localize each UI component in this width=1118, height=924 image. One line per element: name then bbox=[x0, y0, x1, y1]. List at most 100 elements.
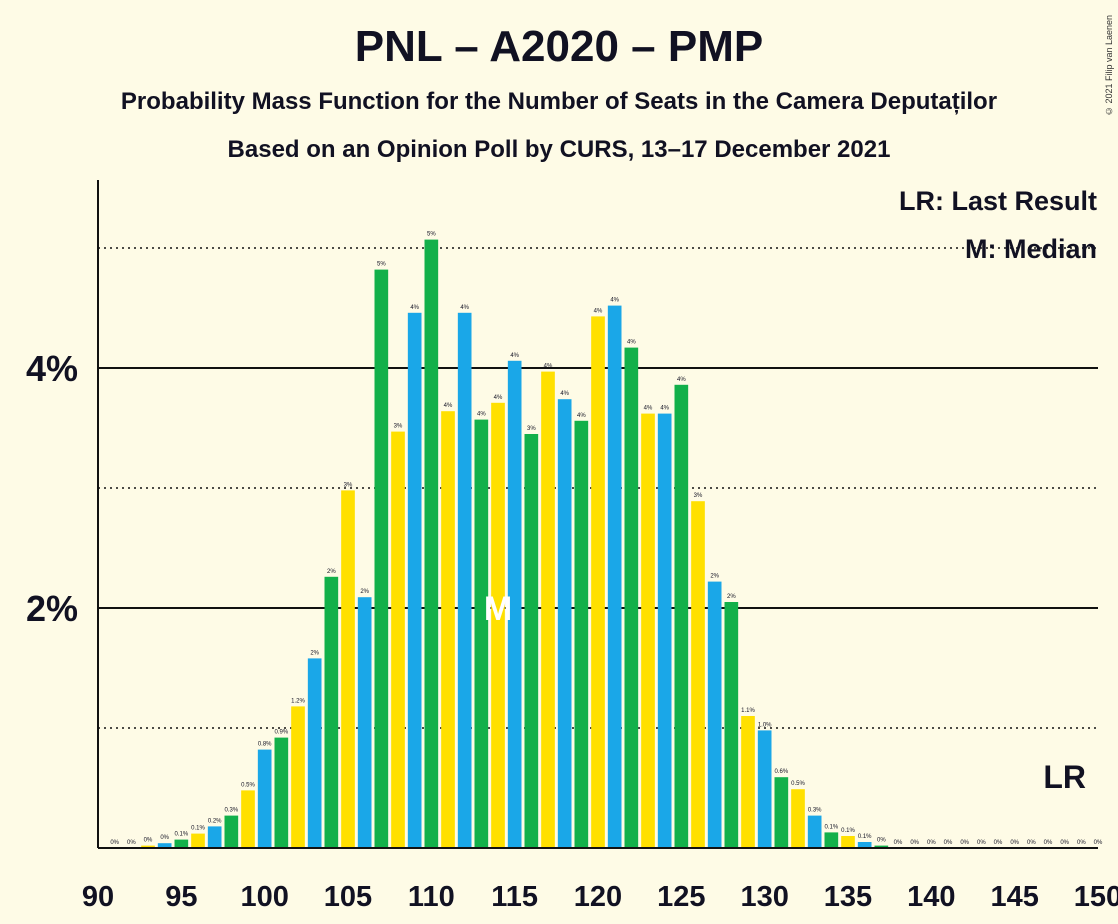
data-label-seat-132: 0.5% bbox=[791, 781, 805, 787]
x-tick-label: 120 bbox=[574, 881, 622, 913]
bar-seat-131 bbox=[774, 777, 789, 848]
bar-seat-100 bbox=[257, 749, 272, 848]
data-label-seat-93: 0% bbox=[144, 838, 153, 844]
x-tick-label: 125 bbox=[657, 881, 705, 913]
data-label-seat-150: 0% bbox=[1094, 840, 1103, 846]
data-label-seat-91: 0% bbox=[110, 840, 119, 846]
bar-seat-119 bbox=[574, 420, 589, 848]
bar-seat-124 bbox=[657, 413, 672, 848]
data-label-seat-133: 0.3% bbox=[808, 808, 822, 814]
data-label-seat-146: 0% bbox=[1027, 840, 1036, 846]
legend-median: M: Median bbox=[965, 234, 1097, 264]
bar-seat-116 bbox=[524, 434, 539, 848]
chart-subtitle: Probability Mass Function for the Number… bbox=[120, 88, 998, 115]
data-label-seat-131: 0.6% bbox=[774, 769, 788, 775]
data-label-seat-100: 0.8% bbox=[258, 742, 272, 748]
x-tick-label: 145 bbox=[990, 881, 1038, 913]
bar-seat-101 bbox=[274, 737, 289, 848]
data-label-seat-116: 3% bbox=[527, 426, 536, 432]
data-label-seat-103: 2% bbox=[310, 650, 319, 656]
data-label-seat-99: 0.5% bbox=[241, 782, 255, 788]
data-label-seat-134: 0.1% bbox=[824, 824, 838, 830]
chart-title: PNL – A2020 – PMP bbox=[354, 22, 764, 71]
chart-source-line: Based on an Opinion Poll by CURS, 13–17 … bbox=[227, 136, 891, 163]
data-label-seat-113: 4% bbox=[477, 412, 486, 418]
bar-seat-95 bbox=[174, 839, 189, 848]
data-label-seat-110: 5% bbox=[427, 232, 436, 238]
data-label-seat-139: 0% bbox=[910, 840, 919, 846]
y-axis-ticks: 2% 4% bbox=[26, 348, 78, 629]
data-label-seat-138: 0% bbox=[894, 840, 903, 846]
data-label-seat-135: 0.1% bbox=[841, 828, 855, 834]
bar-seat-107 bbox=[374, 269, 389, 849]
data-label-seat-121: 4% bbox=[610, 298, 619, 304]
bar-seat-98 bbox=[224, 815, 239, 848]
x-tick-label: 140 bbox=[907, 881, 955, 913]
data-label-seat-124: 4% bbox=[660, 406, 669, 412]
bar-seat-121 bbox=[607, 305, 622, 849]
bar-seat-130 bbox=[757, 730, 772, 848]
data-label-seat-145: 0% bbox=[1010, 840, 1019, 846]
bar-seat-109 bbox=[407, 312, 422, 848]
bar-seat-110 bbox=[424, 239, 439, 849]
bar-series bbox=[141, 239, 889, 849]
bar-seat-99 bbox=[241, 790, 255, 848]
bar-seat-112 bbox=[457, 312, 472, 848]
bar-seat-106 bbox=[357, 597, 372, 848]
data-label-seat-125: 4% bbox=[677, 377, 686, 383]
data-label-seat-102: 1.2% bbox=[291, 698, 305, 704]
x-tick-label: 100 bbox=[240, 881, 288, 913]
bar-seat-134 bbox=[824, 832, 839, 848]
data-label-seat-108: 3% bbox=[394, 424, 403, 430]
data-label-seat-126: 3% bbox=[694, 493, 703, 499]
x-tick-label: 95 bbox=[165, 881, 197, 913]
y-tick-label: 4% bbox=[26, 348, 78, 389]
bar-seat-132 bbox=[791, 789, 805, 848]
median-marker: M bbox=[484, 590, 512, 628]
bar-seat-125 bbox=[674, 384, 689, 848]
data-label-seat-117: 4% bbox=[544, 364, 553, 370]
y-tick-label: 2% bbox=[26, 588, 78, 629]
bar-data-labels: 0% 0% 0% 0% 0.1%0.1% 0.2% 0.3% 0.5% 0.8%0.9% 1.2%… bbox=[110, 232, 1103, 846]
legend-last-result: LR: Last Result bbox=[899, 186, 1097, 216]
data-label-seat-127: 2% bbox=[710, 574, 719, 580]
bar-seat-118 bbox=[557, 399, 572, 848]
data-label-seat-97: 0.2% bbox=[208, 818, 222, 824]
bar-seat-136 bbox=[857, 842, 872, 848]
bar-seat-114 bbox=[491, 402, 505, 848]
bar-seat-104 bbox=[324, 576, 339, 848]
data-label-seat-143: 0% bbox=[977, 840, 986, 846]
data-label-seat-128: 2% bbox=[727, 594, 736, 600]
bar-seat-113 bbox=[474, 419, 489, 848]
x-tick-label: 110 bbox=[408, 881, 455, 913]
axes bbox=[97, 180, 1098, 849]
data-label-seat-120: 4% bbox=[594, 308, 603, 314]
data-label-seat-105: 3% bbox=[344, 482, 353, 488]
data-label-seat-142: 0% bbox=[960, 840, 969, 846]
x-tick-label: 130 bbox=[740, 881, 788, 913]
bar-seat-111 bbox=[441, 411, 455, 848]
bar-seat-128 bbox=[724, 602, 739, 848]
bar-seat-135 bbox=[841, 836, 855, 848]
bar-seat-117 bbox=[541, 371, 555, 848]
data-label-seat-123: 4% bbox=[644, 406, 653, 412]
bar-seat-129 bbox=[741, 716, 755, 848]
data-label-seat-112: 4% bbox=[460, 305, 469, 311]
data-label-seat-114: 4% bbox=[494, 395, 503, 401]
bar-seat-127 bbox=[707, 581, 722, 848]
bar-seat-94 bbox=[157, 843, 172, 848]
data-label-seat-137: 0% bbox=[877, 838, 886, 844]
x-tick-label: 135 bbox=[824, 881, 872, 913]
bar-seat-93 bbox=[141, 845, 155, 848]
bar-seat-122 bbox=[624, 347, 639, 848]
data-label-seat-148: 0% bbox=[1060, 840, 1069, 846]
data-label-seat-104: 2% bbox=[327, 569, 336, 575]
bar-seat-123 bbox=[641, 413, 655, 848]
bar-seat-120 bbox=[591, 316, 605, 848]
last-result-marker: LR bbox=[1043, 759, 1086, 795]
data-label-seat-101: 0.9% bbox=[274, 730, 288, 736]
data-label-seat-141: 0% bbox=[944, 840, 953, 846]
bar-seat-96 bbox=[191, 833, 205, 848]
data-label-seat-92: 0% bbox=[127, 840, 136, 846]
